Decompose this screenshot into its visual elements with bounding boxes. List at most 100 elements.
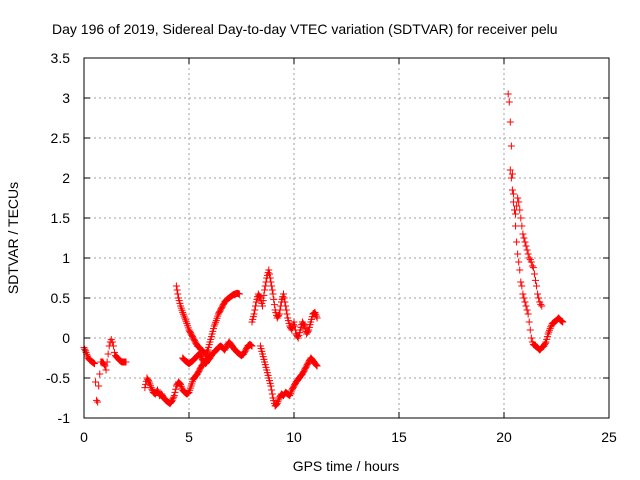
data-point bbox=[282, 306, 290, 314]
data-point bbox=[300, 321, 308, 329]
y-tick-label: 3 bbox=[62, 90, 70, 106]
x-axis-ticks: 0 5 10 15 20 25 bbox=[80, 58, 617, 445]
data-point bbox=[516, 206, 524, 214]
x-tick-label: 25 bbox=[601, 429, 617, 445]
data-point bbox=[174, 290, 182, 298]
data-point bbox=[515, 198, 523, 206]
data-point bbox=[313, 314, 321, 322]
data-point bbox=[525, 254, 533, 262]
data-point bbox=[534, 290, 542, 298]
data-point bbox=[252, 302, 259, 310]
data-point bbox=[248, 342, 256, 350]
data-point bbox=[144, 377, 152, 385]
data-point bbox=[558, 317, 566, 325]
data-point bbox=[312, 361, 320, 369]
data-point bbox=[541, 339, 549, 347]
data-point bbox=[256, 293, 264, 301]
y-tick-label: 0.5 bbox=[51, 290, 71, 306]
data-point bbox=[527, 258, 535, 266]
data-point bbox=[312, 360, 320, 368]
data-point bbox=[280, 294, 288, 302]
data-point bbox=[519, 230, 527, 238]
data-point bbox=[513, 238, 521, 246]
data-point bbox=[235, 290, 243, 298]
data-point bbox=[522, 242, 530, 250]
data-point bbox=[535, 294, 543, 302]
x-tick-label: 0 bbox=[80, 429, 88, 445]
data-point bbox=[141, 384, 149, 392]
data-point bbox=[524, 250, 532, 258]
data-point bbox=[95, 382, 103, 390]
data-point bbox=[291, 322, 299, 330]
data-point bbox=[514, 194, 522, 202]
data-point bbox=[259, 302, 266, 310]
data-point bbox=[506, 166, 514, 174]
data-point bbox=[102, 366, 110, 374]
data-point bbox=[505, 98, 513, 106]
data-point bbox=[521, 298, 529, 306]
y-tick-label: -0.5 bbox=[46, 370, 70, 386]
data-point bbox=[530, 270, 538, 278]
data-point bbox=[533, 282, 541, 290]
data-points bbox=[80, 90, 567, 410]
data-point bbox=[529, 264, 537, 272]
data-point bbox=[261, 286, 269, 294]
data-point bbox=[171, 388, 179, 396]
data-point bbox=[247, 341, 255, 349]
data-point bbox=[203, 347, 211, 355]
data-point bbox=[526, 326, 534, 334]
data-point bbox=[92, 378, 100, 386]
data-point bbox=[268, 390, 276, 398]
data-point bbox=[512, 210, 520, 218]
data-point bbox=[524, 310, 532, 318]
data-point bbox=[170, 393, 178, 401]
data-point bbox=[250, 310, 258, 318]
x-tick-label: 5 bbox=[185, 429, 193, 445]
data-point bbox=[267, 382, 275, 390]
data-point bbox=[280, 290, 287, 298]
y-tick-label: 2 bbox=[62, 170, 70, 186]
data-point bbox=[546, 324, 554, 332]
x-tick-label: 15 bbox=[391, 429, 407, 445]
data-point bbox=[525, 318, 533, 326]
data-point bbox=[528, 262, 536, 270]
data-point bbox=[173, 286, 181, 294]
data-point bbox=[507, 174, 515, 182]
data-point bbox=[275, 311, 283, 319]
data-point bbox=[521, 238, 529, 246]
data-point bbox=[170, 392, 178, 400]
y-axis-label: SDTVAR / TECUs bbox=[5, 182, 21, 294]
data-point bbox=[537, 300, 545, 308]
data-point bbox=[169, 395, 177, 403]
plot-frame bbox=[83, 57, 610, 419]
data-point bbox=[557, 317, 565, 325]
data-point bbox=[516, 266, 524, 274]
data-point bbox=[251, 306, 259, 314]
data-point bbox=[276, 306, 284, 314]
data-point bbox=[109, 342, 117, 350]
data-point bbox=[517, 214, 525, 222]
y-tick-label: 0 bbox=[62, 330, 70, 346]
data-point bbox=[172, 385, 180, 393]
y-tick-label: 3.5 bbox=[51, 50, 71, 66]
data-point bbox=[532, 276, 539, 284]
data-point bbox=[89, 359, 97, 367]
chart-title: Day 196 of 2019, Sidereal Day-to-day VTE… bbox=[52, 21, 558, 37]
data-point bbox=[266, 270, 273, 278]
data-point bbox=[81, 347, 89, 355]
data-point bbox=[270, 301, 278, 309]
data-point bbox=[313, 362, 321, 370]
data-point bbox=[527, 334, 535, 342]
data-point bbox=[93, 396, 101, 404]
data-point bbox=[512, 222, 520, 230]
data-point bbox=[147, 384, 155, 392]
data-point bbox=[267, 278, 275, 286]
data-point bbox=[520, 294, 528, 302]
y-axis-ticks: -1 -0.5 0 0.5 1 1.5 2 2.5 3 3.5 bbox=[46, 50, 609, 426]
data-point bbox=[81, 345, 89, 353]
data-point bbox=[290, 318, 298, 326]
data-point bbox=[110, 348, 118, 356]
data-point bbox=[104, 350, 112, 358]
data-point bbox=[281, 298, 289, 306]
